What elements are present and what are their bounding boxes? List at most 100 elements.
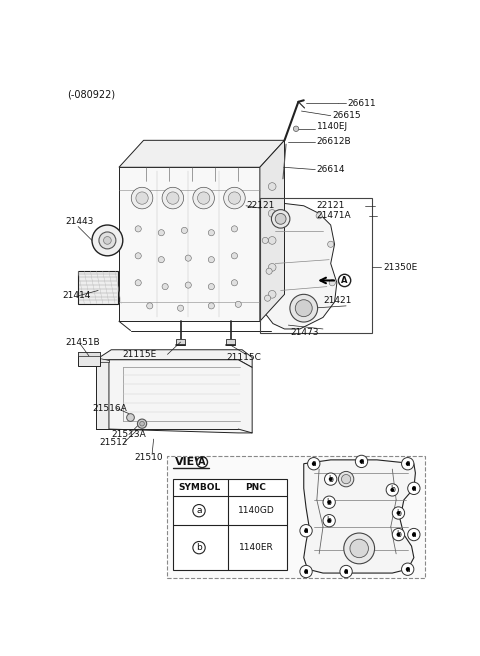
Circle shape bbox=[327, 519, 331, 523]
Polygon shape bbox=[304, 460, 415, 573]
Bar bbox=[173, 479, 287, 570]
Polygon shape bbox=[258, 203, 337, 329]
Polygon shape bbox=[96, 359, 109, 429]
Circle shape bbox=[300, 525, 312, 537]
Circle shape bbox=[162, 283, 168, 290]
Circle shape bbox=[324, 473, 337, 485]
Circle shape bbox=[167, 192, 179, 204]
Circle shape bbox=[197, 457, 207, 468]
Text: a: a bbox=[411, 484, 416, 493]
Circle shape bbox=[402, 458, 414, 470]
Circle shape bbox=[158, 230, 164, 236]
Circle shape bbox=[193, 541, 205, 554]
Circle shape bbox=[136, 192, 148, 204]
Text: 21512: 21512 bbox=[100, 438, 128, 447]
Text: a: a bbox=[304, 567, 309, 576]
Polygon shape bbox=[78, 352, 100, 356]
Circle shape bbox=[408, 528, 420, 541]
Circle shape bbox=[392, 507, 405, 519]
Text: 21350E: 21350E bbox=[383, 263, 417, 272]
Circle shape bbox=[344, 569, 348, 573]
Circle shape bbox=[304, 569, 308, 573]
Text: b: b bbox=[390, 485, 395, 495]
Text: PNC: PNC bbox=[246, 483, 266, 492]
Circle shape bbox=[304, 529, 308, 533]
Text: 21513A: 21513A bbox=[111, 430, 146, 439]
Bar bbox=[78, 271, 118, 304]
Circle shape bbox=[228, 192, 240, 204]
Circle shape bbox=[268, 182, 276, 190]
Circle shape bbox=[312, 462, 316, 466]
Text: 21473: 21473 bbox=[291, 328, 319, 337]
Text: b: b bbox=[396, 508, 401, 518]
Circle shape bbox=[193, 504, 205, 517]
Text: SYMBOL: SYMBOL bbox=[178, 483, 220, 492]
Text: b: b bbox=[328, 475, 333, 483]
Circle shape bbox=[268, 237, 276, 244]
Circle shape bbox=[355, 455, 368, 468]
Circle shape bbox=[412, 533, 416, 537]
Circle shape bbox=[350, 539, 369, 558]
Circle shape bbox=[271, 210, 290, 228]
Text: 26615: 26615 bbox=[332, 111, 361, 120]
Circle shape bbox=[341, 474, 351, 483]
Bar bbox=[260, 198, 372, 333]
Circle shape bbox=[406, 462, 409, 466]
Circle shape bbox=[293, 126, 299, 131]
Circle shape bbox=[185, 255, 192, 261]
Text: 21421: 21421 bbox=[323, 296, 351, 305]
Circle shape bbox=[323, 496, 336, 508]
Text: a: a bbox=[344, 567, 348, 576]
Circle shape bbox=[178, 305, 184, 311]
Text: VIEW: VIEW bbox=[175, 457, 208, 467]
Circle shape bbox=[131, 188, 153, 209]
Polygon shape bbox=[119, 167, 260, 321]
Circle shape bbox=[266, 268, 272, 274]
Circle shape bbox=[235, 301, 241, 308]
Circle shape bbox=[99, 232, 116, 249]
Text: 26611: 26611 bbox=[348, 99, 376, 108]
Circle shape bbox=[323, 514, 336, 527]
Polygon shape bbox=[260, 140, 285, 321]
Circle shape bbox=[268, 291, 276, 298]
Bar bbox=[176, 339, 185, 345]
Circle shape bbox=[262, 237, 268, 243]
Text: a: a bbox=[359, 457, 364, 466]
Text: a: a bbox=[196, 506, 202, 515]
Circle shape bbox=[197, 192, 210, 204]
Bar bbox=[168, 456, 425, 578]
Text: A: A bbox=[198, 457, 206, 467]
Text: 21443: 21443 bbox=[65, 217, 94, 226]
Text: a: a bbox=[304, 526, 309, 535]
Circle shape bbox=[360, 459, 363, 463]
Circle shape bbox=[193, 188, 215, 209]
Circle shape bbox=[338, 472, 354, 487]
Circle shape bbox=[224, 188, 245, 209]
Circle shape bbox=[181, 228, 188, 234]
Text: 21451B: 21451B bbox=[65, 338, 100, 346]
Circle shape bbox=[402, 563, 414, 575]
Circle shape bbox=[135, 279, 141, 286]
Circle shape bbox=[340, 565, 352, 578]
Circle shape bbox=[231, 226, 238, 232]
Text: (-080922): (-080922) bbox=[67, 89, 116, 100]
Text: b: b bbox=[196, 543, 202, 552]
Text: a: a bbox=[312, 459, 316, 468]
Circle shape bbox=[390, 488, 394, 492]
Circle shape bbox=[406, 567, 409, 571]
Circle shape bbox=[392, 528, 405, 541]
Circle shape bbox=[338, 274, 351, 287]
Circle shape bbox=[329, 279, 336, 286]
Circle shape bbox=[268, 210, 276, 217]
Circle shape bbox=[386, 483, 398, 496]
Polygon shape bbox=[94, 358, 109, 362]
Text: b: b bbox=[327, 498, 332, 506]
Circle shape bbox=[264, 295, 271, 301]
Text: 22121: 22121 bbox=[317, 201, 345, 211]
Text: 21115C: 21115C bbox=[227, 353, 262, 362]
Bar bbox=[226, 339, 235, 345]
Circle shape bbox=[408, 482, 420, 495]
Bar bbox=[78, 352, 100, 366]
Text: a: a bbox=[405, 459, 410, 468]
Text: a: a bbox=[405, 565, 410, 574]
